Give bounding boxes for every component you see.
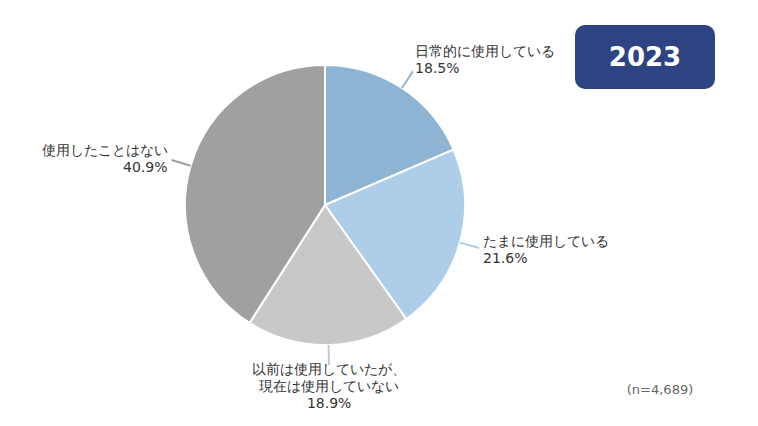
svg-text:以前は使用していたが、現在は使用していない18.9%: 以前は使用していたが、現在は使用していない18.9%: [252, 361, 406, 411]
html-text:(n=4,689): (n=4,689): [626, 382, 694, 397]
svg-text:たまに使用している21.6%: たまに使用している21.6%: [483, 233, 609, 266]
html-text:2023: 2023: [608, 42, 682, 72]
svg-text:使用したことはない40.9%: 使用したことはない40.9%: [42, 142, 168, 175]
svg-text:日常的に使用している18.5%: 日常的に使用している18.5%: [415, 43, 555, 76]
